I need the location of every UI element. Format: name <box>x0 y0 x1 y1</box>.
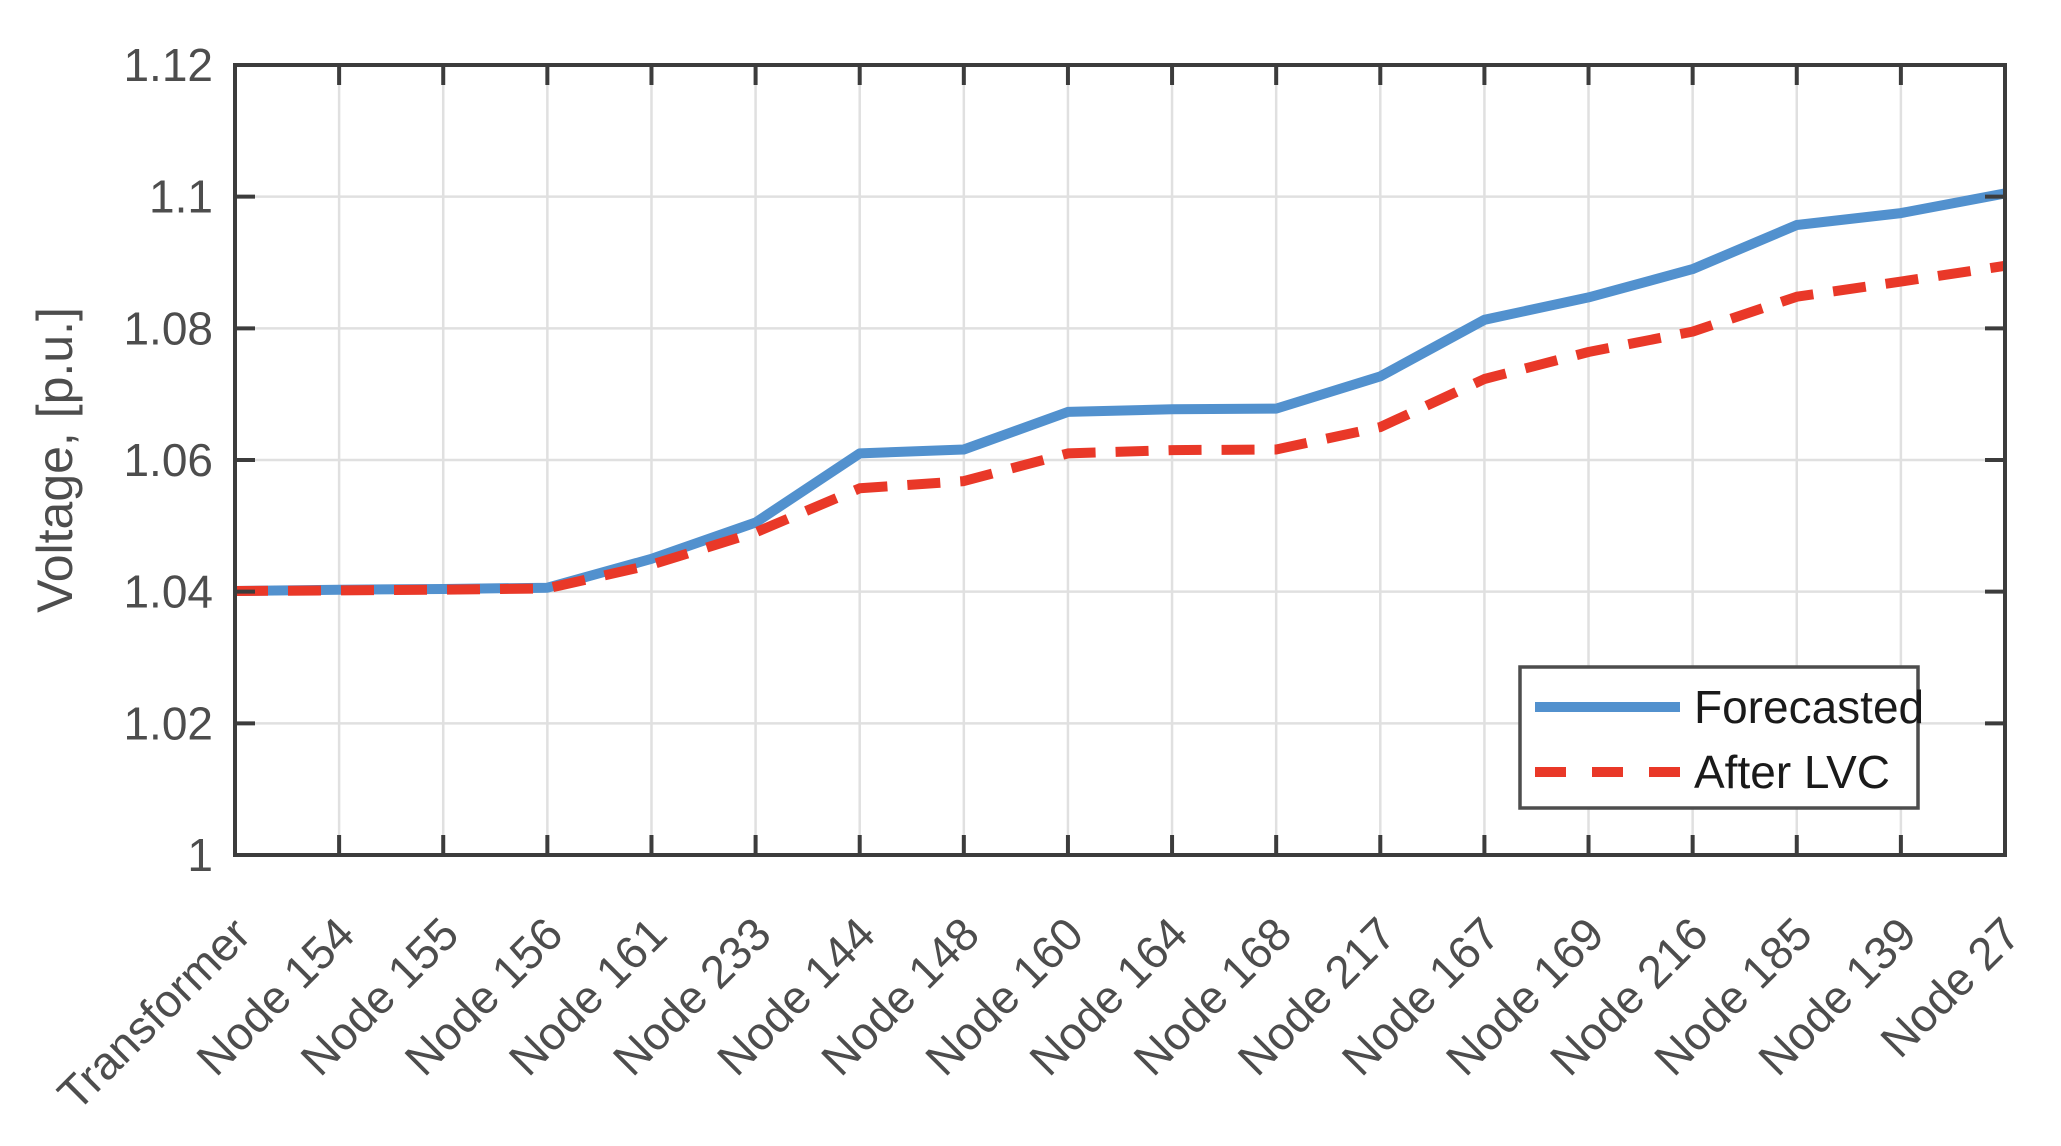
tick-marks <box>233 63 2007 857</box>
y-tick-label: 1.02 <box>123 697 213 749</box>
y-tick-label: 1.12 <box>123 39 213 91</box>
y-tick-label: 1 <box>187 829 213 881</box>
y-tick-labels: 1 1.02 1.04 1.06 1.08 1.1 1.12 <box>123 39 213 881</box>
legend-label-forecasted: Forecasted <box>1694 681 1924 733</box>
series-line-forecasted <box>234 188 2006 596</box>
y-tick-label: 1.06 <box>123 434 213 486</box>
legend: Forecasted After LVC <box>1518 665 1924 810</box>
y-tick-label: 1.1 <box>149 171 213 223</box>
legend-label-after-lvc: After LVC <box>1694 746 1890 798</box>
y-tick-label: 1.08 <box>123 302 213 354</box>
series-line-after-lvc <box>234 260 2006 596</box>
legend-box <box>1518 665 1920 810</box>
y-tick-label: 1.04 <box>123 566 213 618</box>
y-axis-label: Voltage, [p.u.] <box>27 307 83 613</box>
